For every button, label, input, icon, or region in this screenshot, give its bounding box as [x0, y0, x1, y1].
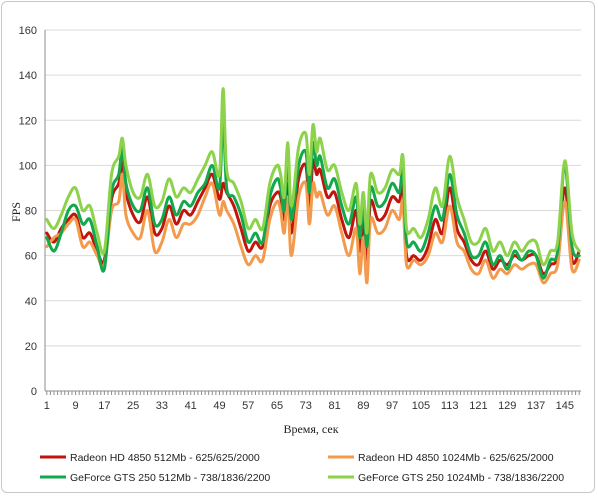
- x-tick-label: 121: [469, 400, 487, 412]
- x-tick-label: 49: [213, 400, 225, 412]
- y-tick-labels: 0 20 40 60 80 100 120 140 160: [19, 25, 37, 398]
- x-tick-label: 137: [527, 400, 545, 412]
- series-lines: [45, 87, 581, 285]
- y-tick-label: 40: [25, 296, 37, 308]
- x-tick-label: 65: [271, 400, 283, 412]
- x-tick-label: 9: [73, 400, 79, 412]
- legend-label: Radeon HD 4850 512Mb - 625/625/2000: [70, 452, 260, 464]
- x-tick-label: 81: [328, 400, 340, 412]
- y-tick-label: 120: [19, 115, 37, 127]
- x-tick-labels: 1 9 17 25 33 41 49 57 65 73 81 89 97 105 113 121 129 137 1…: [44, 400, 574, 412]
- x-tick-label: 41: [185, 400, 197, 412]
- x-tick-label: 17: [98, 400, 110, 412]
- x-tick-label: 113: [441, 400, 459, 412]
- series-line-2: [45, 172, 581, 285]
- y-tick-label: 0: [31, 386, 37, 398]
- legend-label: Radeon HD 4850 1024Mb - 625/625/2000: [358, 452, 554, 464]
- x-tick-label: 33: [156, 400, 168, 412]
- y-tick-label: 60: [25, 251, 37, 263]
- series-line-4: [45, 87, 581, 267]
- y-tick-label: 20: [25, 341, 37, 353]
- x-tick-label: 73: [300, 400, 312, 412]
- axes: [44, 30, 581, 395]
- y-tick-label: 80: [25, 206, 37, 218]
- x-tick-label: 1: [44, 400, 50, 412]
- x-axis-title: Время, сек: [283, 422, 338, 436]
- y-axis-title: FPS: [9, 202, 23, 222]
- x-tick-label: 145: [556, 400, 574, 412]
- legend: Radeon HD 4850 512Mb - 625/625/2000 Radeo…: [40, 452, 564, 484]
- legend-label: GeForce GTS 250 1024Mb - 738/1836/2200: [358, 472, 564, 484]
- y-tick-label: 160: [19, 25, 37, 37]
- x-tick-label: 105: [412, 400, 430, 412]
- y-tick-label: 100: [19, 160, 37, 172]
- x-tick-label: 89: [357, 400, 369, 412]
- x-tick-label: 97: [386, 400, 398, 412]
- x-tick-label: 25: [127, 400, 139, 412]
- x-tick-label: 57: [242, 400, 254, 412]
- legend-label: GeForce GTS 250 512Mb - 738/1836/2200: [70, 472, 270, 484]
- x-tick-label: 129: [498, 400, 516, 412]
- y-tick-label: 140: [19, 70, 37, 82]
